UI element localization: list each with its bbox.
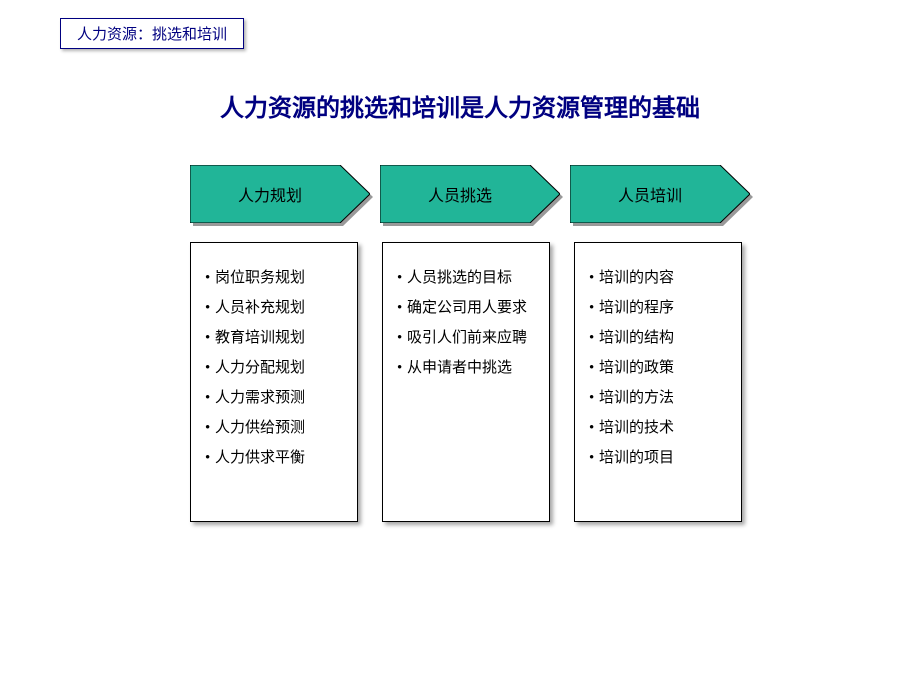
list-item: 吸引人们前来应聘 (397, 323, 537, 353)
content-box-selection: 人员挑选的目标 确定公司用人要求 吸引人们前来应聘 从申请者中挑选 (382, 242, 550, 522)
content-box-training: 培训的内容 培训的程序 培训的结构 培训的政策 培训的方法 培训的技术 培训的项… (574, 242, 742, 522)
process-arrows-row: 人力规划 人员挑选 人员培训 (190, 165, 750, 223)
arrow-step-training: 人员培训 (570, 165, 750, 223)
arrow-step-planning: 人力规划 (190, 165, 370, 223)
list-training: 培训的内容 培训的程序 培训的结构 培训的政策 培训的方法 培训的技术 培训的项… (589, 263, 729, 473)
content-box-planning: 岗位职务规划 人员补充规划 教育培训规划 人力分配规划 人力需求预测 人力供给预… (190, 242, 358, 522)
page-title: 人力资源的挑选和培训是人力资源管理的基础 (0, 88, 920, 123)
list-item: 人员挑选的目标 (397, 263, 537, 293)
list-item: 培训的政策 (589, 353, 729, 383)
arrow-label: 人员培训 (570, 165, 730, 223)
list-item: 培训的项目 (589, 443, 729, 473)
list-item: 培训的内容 (589, 263, 729, 293)
list-item: 人员补充规划 (205, 293, 345, 323)
list-planning: 岗位职务规划 人员补充规划 教育培训规划 人力分配规划 人力需求预测 人力供给预… (205, 263, 345, 473)
list-item: 培训的程序 (589, 293, 729, 323)
arrow-step-selection: 人员挑选 (380, 165, 560, 223)
list-item: 人力供给预测 (205, 413, 345, 443)
list-item: 确定公司用人要求 (397, 293, 537, 323)
list-item: 教育培训规划 (205, 323, 345, 353)
list-item: 培训的方法 (589, 383, 729, 413)
list-item: 岗位职务规划 (205, 263, 345, 293)
list-item: 人力需求预测 (205, 383, 345, 413)
list-item: 培训的结构 (589, 323, 729, 353)
arrow-label: 人力规划 (190, 165, 350, 223)
list-item: 人力供求平衡 (205, 443, 345, 473)
list-item: 人力分配规划 (205, 353, 345, 383)
header-label: 人力资源：挑选和培训 (77, 27, 227, 43)
arrow-label: 人员挑选 (380, 165, 540, 223)
list-item: 培训的技术 (589, 413, 729, 443)
header-box: 人力资源：挑选和培训 (60, 18, 244, 49)
list-selection: 人员挑选的目标 确定公司用人要求 吸引人们前来应聘 从申请者中挑选 (397, 263, 537, 383)
content-boxes-row: 岗位职务规划 人员补充规划 教育培训规划 人力分配规划 人力需求预测 人力供给预… (190, 242, 742, 522)
list-item: 从申请者中挑选 (397, 353, 537, 383)
